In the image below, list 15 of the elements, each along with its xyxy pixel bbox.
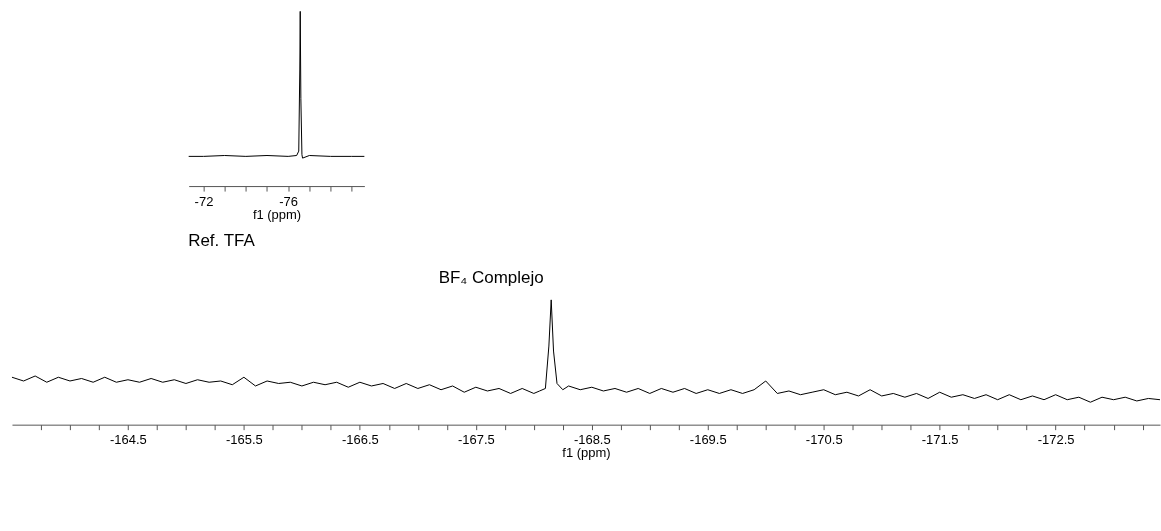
x-tick-label: -169.5 (689, 432, 727, 448)
x-tick-label: -76 (279, 193, 299, 209)
x-tick-label: -172.5 (1037, 432, 1075, 448)
x-tick-label: -171.5 (921, 432, 959, 448)
x-tick-label: -167.5 (457, 432, 495, 448)
x-tick-label: -72 (194, 193, 214, 209)
x-tick-label: -164.5 (110, 432, 147, 448)
x-axis-title: f1 (ppm) (252, 206, 302, 222)
text: Ref. TFA (188, 230, 256, 250)
x-tick-label: -166.5 (341, 432, 379, 448)
chart-title: BF₄ Complejo (438, 268, 544, 288)
x-tick-label: -170.5 (805, 432, 843, 448)
x-tick-label: -165.5 (226, 432, 263, 448)
x-tick-label: -168.5 (573, 432, 611, 448)
x-axis-title: f1 (ppm) (562, 445, 611, 461)
